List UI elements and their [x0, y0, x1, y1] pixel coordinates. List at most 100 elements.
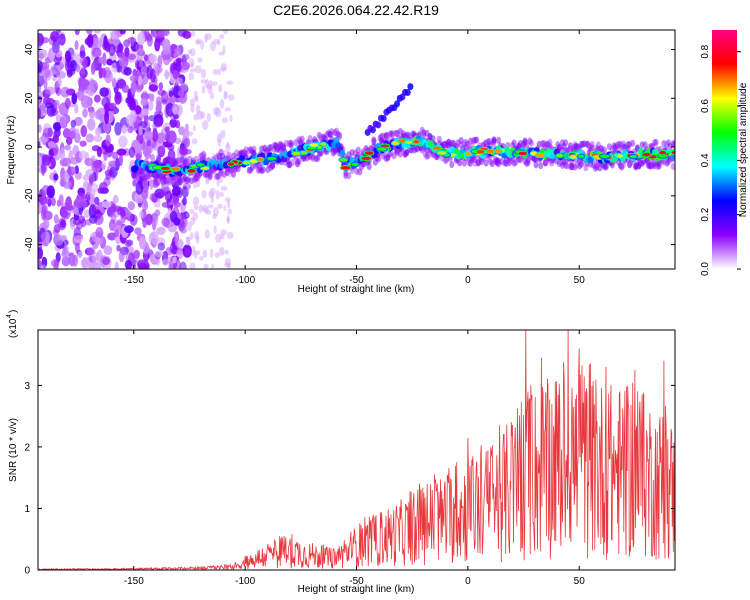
noise-blob: [138, 210, 144, 219]
noise-blob: [220, 63, 227, 71]
noise-blob: [196, 110, 204, 120]
spectrogram-heatmap: [38, 30, 675, 269]
noise-blob: [96, 107, 107, 120]
noise-blob: [212, 39, 220, 45]
noise-blob: [40, 231, 50, 243]
noise-blob: [155, 96, 163, 107]
ridge-halo: [149, 153, 155, 161]
ridge-halo: [563, 139, 569, 147]
snr-y-axis-label: SNR (10 * v/v): [8, 418, 19, 482]
noise-blob: [161, 98, 167, 105]
noise-blob: [74, 242, 80, 254]
noise-blob: [118, 135, 128, 148]
spectrogram-x-tick-label: -150: [124, 275, 144, 286]
noise-blob: [92, 160, 101, 169]
noise-blob: [50, 259, 60, 267]
noise-blob: [86, 247, 96, 256]
noise-blob: [80, 259, 88, 268]
ridge-peak: [266, 155, 278, 162]
ridge-peak: [291, 150, 302, 157]
ridge-halo: [296, 158, 302, 166]
noise-blob: [68, 253, 78, 267]
noise-blob: [134, 227, 142, 235]
noise-blob: [226, 216, 230, 223]
spectrogram-x-tick-label: 50: [574, 275, 586, 286]
noise-blob: [191, 138, 198, 145]
ridge-halo: [461, 159, 467, 167]
noise-blob: [65, 136, 73, 146]
noise-blob: [38, 201, 42, 215]
ghost-point: [369, 126, 376, 134]
ridge-peak: [493, 148, 503, 154]
noise-blob: [156, 226, 166, 236]
noise-blob: [127, 53, 137, 60]
noise-blob: [114, 91, 122, 105]
ridge-peak: [475, 149, 486, 155]
noise-blob: [38, 155, 43, 166]
noise-blob: [185, 236, 192, 242]
ridge-peak: [517, 150, 529, 157]
noise-blob: [44, 196, 52, 205]
noise-blob: [108, 219, 116, 232]
noise-blob: [209, 248, 214, 259]
ridge-halo: [528, 139, 534, 147]
noise-blob: [53, 224, 61, 233]
snr-y-tick-label: 0: [24, 566, 30, 577]
noise-blob: [64, 97, 71, 109]
noise-blob: [53, 173, 59, 181]
spectrogram-y-tick-label: -40: [24, 237, 35, 252]
noise-blob: [111, 78, 117, 88]
noise-blob: [168, 90, 174, 98]
noise-blob: [207, 204, 214, 209]
noise-blob: [40, 204, 47, 215]
noise-blob: [96, 249, 103, 263]
noise-blob: [119, 30, 126, 35]
noise-blob: [124, 225, 134, 234]
noise-blob: [166, 256, 175, 266]
noise-blob: [72, 218, 82, 226]
noise-blob: [143, 130, 154, 140]
noise-blob: [134, 59, 140, 70]
noise-blob: [64, 144, 71, 151]
noise-blob: [50, 197, 56, 207]
noise-blob: [152, 128, 158, 142]
noise-blob: [38, 98, 41, 109]
noise-blob: [205, 33, 212, 41]
snr-y-ticks: 0 1 2 3: [24, 381, 675, 577]
noise-blob: [82, 174, 90, 181]
ridge-peak: [226, 161, 236, 167]
noise-blob: [73, 234, 84, 244]
noise-blob: [160, 190, 166, 197]
noise-blob: [99, 87, 110, 98]
spectrogram-y-tick-label: -20: [24, 188, 35, 203]
noise-blob: [164, 126, 170, 133]
noise-blob: [209, 92, 215, 100]
noise-blob: [41, 155, 52, 166]
noise-blob: [93, 135, 103, 143]
noise-blob: [71, 92, 78, 105]
spectrogram-x-tick-label: -50: [349, 275, 364, 286]
noise-blob: [148, 84, 158, 92]
ridge-halo: [226, 151, 232, 159]
ridge-halo: [656, 162, 662, 170]
noise-blob: [86, 84, 96, 97]
noise-blob: [38, 65, 42, 76]
noise-blob: [79, 44, 85, 58]
noise-blob: [142, 178, 149, 189]
noise-blob: [59, 219, 66, 228]
noise-blob: [103, 245, 113, 256]
noise-blob: [129, 75, 138, 82]
noise-blob: [44, 102, 54, 109]
ridge-peak: [360, 155, 372, 162]
snr-x-tick-label: -50: [349, 576, 364, 587]
noise-blob: [189, 262, 196, 269]
noise-blob: [62, 127, 71, 139]
noise-blob: [107, 109, 114, 123]
noise-blob: [180, 226, 187, 234]
noise-blob: [56, 70, 66, 79]
ridge-peak: [615, 153, 625, 159]
noise-blob: [143, 252, 149, 266]
noise-blob: [92, 262, 102, 269]
noise-blob: [219, 98, 225, 109]
noise-blob: [120, 210, 126, 218]
